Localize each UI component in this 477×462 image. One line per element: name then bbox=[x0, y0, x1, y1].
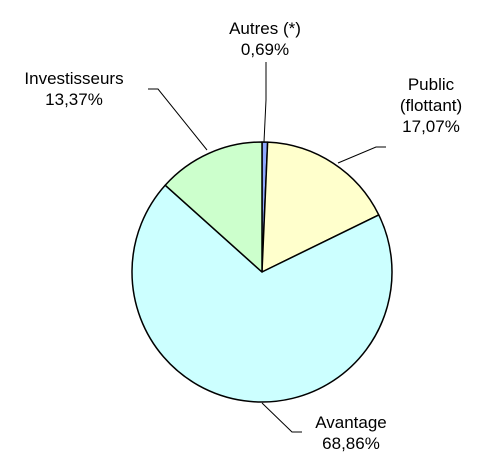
leader-lines bbox=[148, 62, 386, 433]
value-label: 13,37% bbox=[45, 90, 103, 109]
value-label: 17,07% bbox=[402, 117, 460, 136]
leader-line bbox=[261, 402, 302, 433]
category-label: Autres (*) bbox=[229, 19, 301, 38]
label-public: Public (flottant) 17,07% bbox=[386, 74, 476, 137]
category-label: Public (flottant) bbox=[399, 75, 463, 115]
value-label: 68,86% bbox=[322, 434, 380, 453]
category-label: Avantage bbox=[315, 413, 387, 432]
leader-line bbox=[263, 62, 267, 143]
leader-line bbox=[337, 146, 386, 164]
leader-line bbox=[148, 88, 208, 151]
category-label: Investisseurs bbox=[24, 69, 124, 88]
label-investisseurs: Investisseurs 13,37% bbox=[4, 68, 144, 110]
slices bbox=[131, 141, 393, 403]
pie-slice bbox=[261, 141, 380, 273]
label-autres: Autres (*) 0,69% bbox=[200, 18, 330, 60]
value-label: 0,69% bbox=[240, 40, 290, 59]
pie-slice bbox=[131, 184, 393, 403]
label-avantage: Avantage 68,86% bbox=[296, 412, 406, 454]
pie-slice bbox=[164, 141, 263, 273]
